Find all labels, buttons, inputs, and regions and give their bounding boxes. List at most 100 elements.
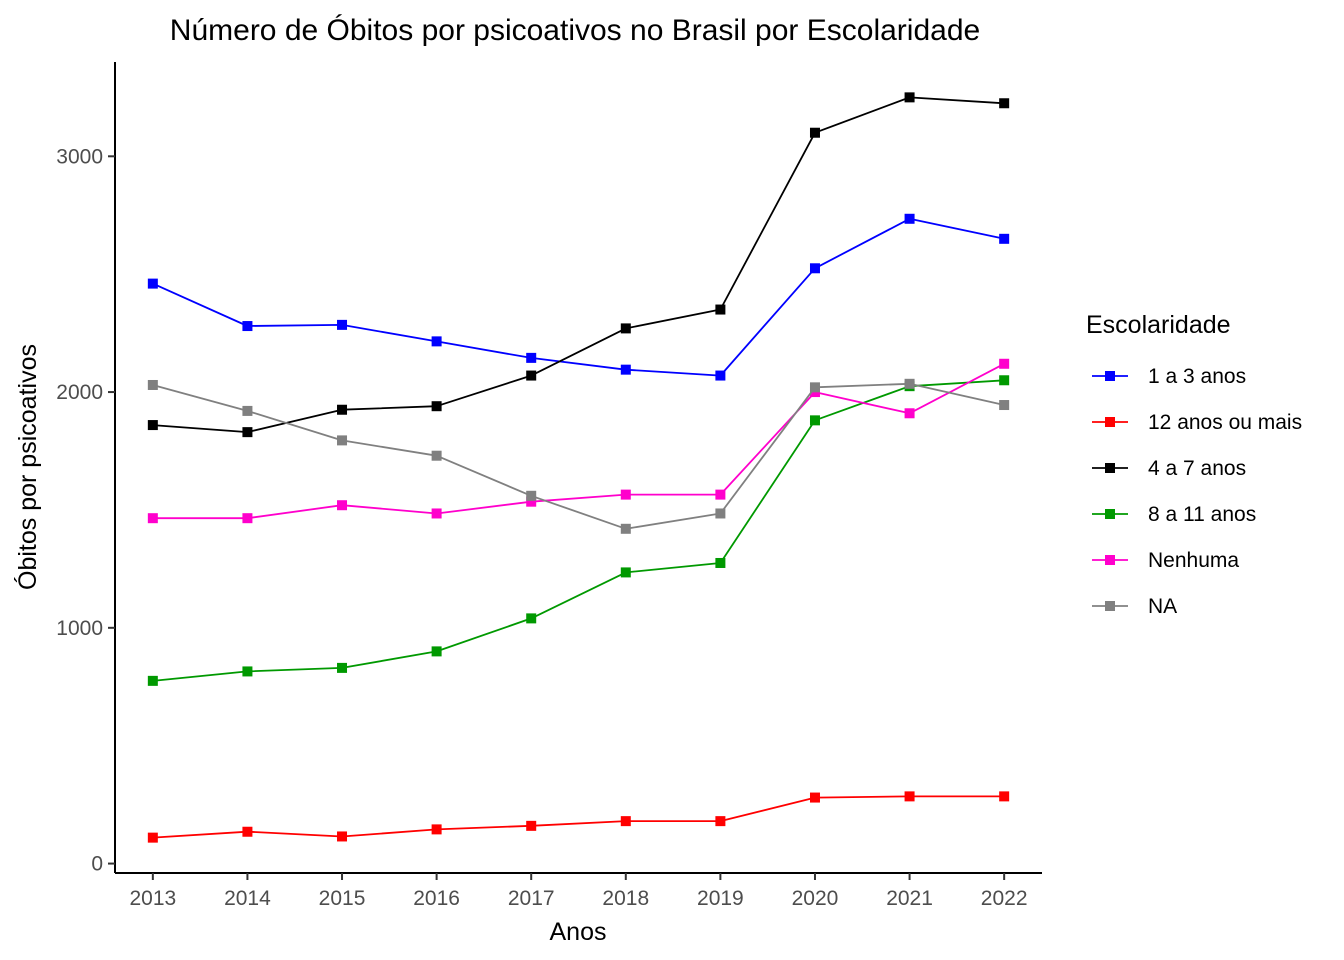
data-point [904, 791, 915, 802]
data-point [242, 321, 253, 332]
legend-key-marker [1105, 371, 1115, 381]
x-tick-label: 2020 [792, 887, 839, 910]
data-point [242, 826, 253, 837]
data-point [147, 675, 158, 686]
data-point [715, 557, 726, 568]
data-point [147, 832, 158, 843]
data-point [431, 508, 442, 519]
data-point [715, 816, 726, 827]
x-axis-title: Anos [550, 918, 607, 946]
data-point [242, 513, 253, 524]
data-point [431, 824, 442, 835]
data-point [147, 379, 158, 390]
legend-key-marker [1105, 555, 1115, 565]
data-point [809, 127, 820, 138]
x-tick-label: 2021 [886, 887, 933, 910]
data-point [242, 427, 253, 438]
legend-key-marker [1105, 509, 1115, 519]
data-point [337, 662, 348, 673]
series-4 [147, 358, 1010, 524]
data-point [999, 358, 1010, 369]
data-point [904, 378, 915, 389]
data-point [431, 401, 442, 412]
series-line [152, 217, 1005, 377]
legend-label: 12 anos ou mais [1148, 411, 1302, 434]
data-point [904, 213, 915, 224]
legend: Escolaridade 1 a 3 anos 12 anos ou mais 4 … [1086, 311, 1302, 618]
data-point [337, 831, 348, 842]
data-point [809, 415, 820, 426]
legend-label: 8 a 11 anos [1148, 503, 1256, 526]
data-point [526, 370, 537, 381]
legend-key-marker [1105, 417, 1115, 427]
legend-key-marker [1105, 601, 1115, 611]
legend-item: 8 a 11 anos [1092, 503, 1256, 526]
x-tick-label: 2019 [697, 887, 744, 910]
data-point [147, 420, 158, 431]
data-point [526, 352, 537, 363]
x-axis-ticks: 2013 2014 2015 2016 2017 2018 2019 2020 2021 2022 [129, 873, 1028, 910]
legend-item: 12 anos ou mais [1092, 411, 1302, 434]
legend-label: Nenhuma [1148, 549, 1239, 572]
data-point [999, 233, 1010, 244]
data-point [147, 278, 158, 289]
data-point [337, 319, 348, 330]
legend-item: 4 a 7 anos [1092, 457, 1246, 480]
y-axis-title: Óbitos por psicoativos [13, 344, 42, 590]
y-tick-label: 0 [91, 853, 103, 876]
data-point [715, 304, 726, 315]
data-point [620, 816, 631, 827]
x-tick-label: 2016 [413, 887, 460, 910]
data-point [620, 567, 631, 578]
data-point [147, 513, 158, 524]
data-point [242, 405, 253, 416]
data-point [809, 382, 820, 393]
data-point [809, 263, 820, 274]
series-line [152, 795, 1005, 839]
legend-item: 1 a 3 anos [1092, 365, 1246, 388]
series-5 [147, 378, 1010, 534]
series-0 [147, 213, 1010, 381]
series-2 [147, 92, 1010, 438]
data-point [715, 508, 726, 519]
legend-title: Escolaridade [1086, 311, 1231, 339]
data-point [526, 820, 537, 831]
data-point [337, 435, 348, 446]
legend-item: Nenhuma [1092, 549, 1239, 572]
legend-items: 1 a 3 anos 12 anos ou mais 4 a 7 anos 8 a 1… [1092, 365, 1302, 618]
data-point [431, 450, 442, 461]
data-point [904, 92, 915, 103]
data-point [620, 364, 631, 375]
y-tick-label: 2000 [56, 381, 103, 404]
data-point [620, 323, 631, 334]
data-point [715, 370, 726, 381]
series-3 [147, 375, 1010, 686]
data-point [431, 336, 442, 347]
data-point [242, 666, 253, 677]
series-line [152, 382, 1005, 530]
data-point [715, 489, 726, 500]
legend-label: 4 a 7 anos [1148, 457, 1246, 480]
data-point [620, 489, 631, 500]
data-point [337, 500, 348, 511]
data-point [904, 408, 915, 419]
x-tick-label: 2017 [508, 887, 555, 910]
legend-key-marker [1105, 463, 1115, 473]
data-point [999, 400, 1010, 411]
series-line [152, 96, 1005, 434]
series-line [152, 379, 1005, 682]
y-tick-label: 3000 [56, 145, 103, 168]
data-point [526, 496, 537, 507]
legend-label: 1 a 3 anos [1148, 365, 1246, 388]
data-point [999, 375, 1010, 386]
data-point [620, 523, 631, 534]
series-1 [147, 791, 1010, 843]
data-point [809, 792, 820, 803]
data-point [337, 404, 348, 415]
x-tick-label: 2015 [319, 887, 366, 910]
y-tick-label: 1000 [56, 617, 103, 640]
x-tick-label: 2022 [981, 887, 1028, 910]
plot-area [147, 92, 1010, 843]
x-tick-label: 2014 [224, 887, 271, 910]
